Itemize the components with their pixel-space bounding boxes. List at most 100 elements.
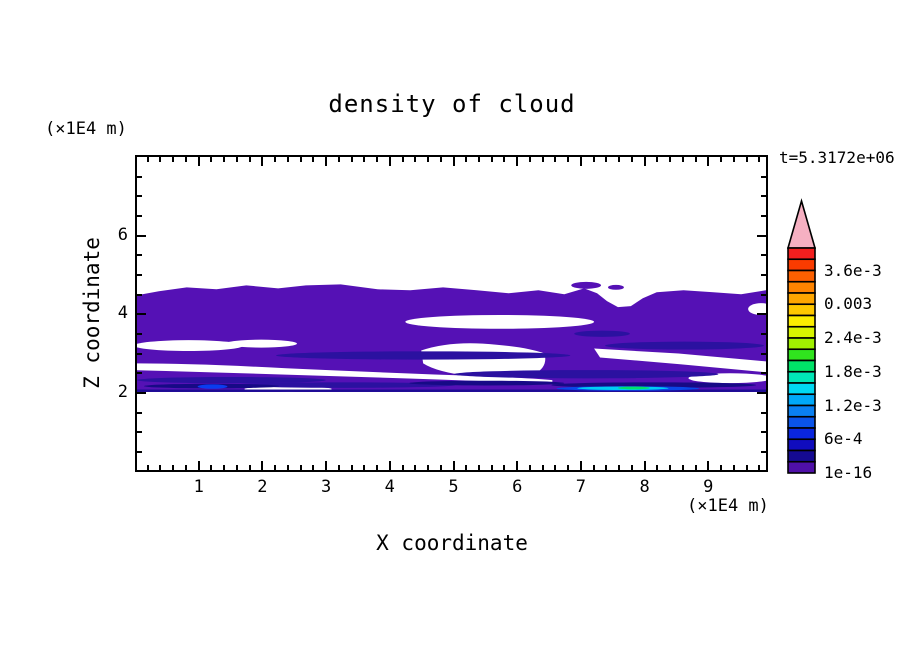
- x-major-tick: [261, 461, 264, 470]
- x-minor-tick-top: [592, 157, 595, 162]
- y-minor-tick: [137, 274, 142, 276]
- colorbar-segment: [787, 359, 816, 373]
- x-minor-tick: [172, 465, 175, 470]
- y-minor-tick-right: [761, 372, 766, 375]
- x-tick-label: 1: [193, 477, 204, 497]
- y-major-tick: [137, 234, 146, 237]
- x-minor-tick: [159, 465, 162, 470]
- x-tick-label: 4: [384, 477, 395, 497]
- x-minor-tick-top: [210, 157, 213, 162]
- y-minor-tick: [137, 352, 142, 355]
- colorbar-label: 3.6e-3: [824, 260, 882, 280]
- y-major-tick-right: [757, 234, 766, 237]
- x-minor-tick: [605, 465, 608, 470]
- x-minor-tick-top: [490, 157, 493, 162]
- x-minor-tick: [720, 465, 723, 470]
- x-minor-tick: [401, 465, 404, 470]
- x-minor-tick-top: [618, 157, 621, 162]
- x-minor-tick-top: [720, 157, 723, 162]
- x-minor-tick: [528, 465, 531, 470]
- colorbar-segment: [787, 382, 816, 396]
- colorbar-label: 2.4e-3: [824, 328, 882, 347]
- x-minor-tick-top: [528, 157, 531, 162]
- colorbar-segment: [787, 449, 816, 463]
- x-minor-tick-top: [235, 157, 238, 162]
- y-axis-unit-label: (×1E4 m): [45, 119, 127, 139]
- x-major-tick: [325, 461, 328, 470]
- colorbar-segment: [787, 393, 816, 407]
- x-minor-tick: [210, 465, 213, 470]
- colorbar-label: 6e-4: [824, 429, 863, 449]
- y-minor-tick: [137, 175, 142, 178]
- x-major-tick-top: [516, 157, 519, 166]
- y-minor-tick-right: [761, 215, 766, 218]
- x-major-tick-top: [388, 157, 391, 166]
- x-minor-tick-top: [439, 157, 442, 162]
- x-minor-tick-top: [656, 157, 659, 162]
- colorbar-segment: [787, 370, 816, 384]
- x-major-tick-top: [643, 157, 646, 166]
- contour-shape: [409, 380, 565, 386]
- x-minor-tick-top: [758, 157, 761, 162]
- x-major-tick-top: [325, 157, 328, 166]
- x-minor-tick: [376, 465, 379, 470]
- contour-shape: [571, 281, 602, 289]
- contour-shape: [225, 339, 297, 348]
- y-tick-label: 6: [117, 224, 128, 245]
- contour-shape: [137, 363, 553, 385]
- x-tick-label: 6: [512, 477, 523, 497]
- x-minor-tick: [490, 465, 493, 470]
- x-minor-tick: [567, 465, 570, 470]
- x-minor-tick: [146, 465, 149, 470]
- x-minor-tick: [554, 465, 557, 470]
- colorbar-segment: [787, 314, 816, 328]
- x-tick-label: 5: [448, 477, 459, 497]
- x-minor-tick: [248, 465, 251, 470]
- y-minor-tick-right: [761, 195, 766, 198]
- x-minor-tick-top: [694, 157, 697, 162]
- x-minor-tick: [465, 465, 468, 470]
- x-minor-tick-top: [274, 157, 277, 162]
- x-minor-tick-top: [414, 157, 417, 162]
- x-minor-tick-top: [732, 157, 735, 162]
- colorbar-label: 1.2e-3: [824, 395, 882, 415]
- x-major-tick-top: [197, 157, 200, 166]
- y-minor-tick: [137, 332, 142, 335]
- contour-shape: [608, 284, 624, 290]
- x-minor-tick-top: [745, 157, 748, 162]
- y-tick-label: 4: [117, 303, 128, 324]
- x-axis-unit-label: (×1E4 m): [687, 496, 769, 516]
- x-minor-tick: [312, 465, 315, 470]
- colorbar-overflow-arrow: [786, 198, 817, 249]
- x-minor-tick: [541, 465, 544, 470]
- x-minor-tick: [477, 465, 480, 470]
- y-minor-tick: [137, 450, 142, 453]
- x-minor-tick-top: [299, 157, 302, 162]
- contour-shape: [137, 389, 766, 392]
- colorbar-segment: [787, 438, 816, 452]
- contour-shape: [605, 341, 765, 350]
- colorbar-segment: [787, 427, 816, 441]
- contour-shape: [594, 348, 766, 373]
- y-minor-tick-right: [761, 352, 766, 355]
- x-major-tick: [707, 461, 710, 470]
- x-minor-tick-top: [503, 157, 506, 162]
- x-minor-tick: [286, 465, 289, 470]
- x-minor-tick: [681, 465, 684, 470]
- x-minor-tick-top: [605, 157, 608, 162]
- x-minor-tick: [592, 465, 595, 470]
- x-minor-tick: [414, 465, 417, 470]
- y-major-tick-right: [757, 391, 766, 394]
- x-minor-tick: [630, 465, 633, 470]
- colorbar: [786, 198, 817, 474]
- x-minor-tick-top: [337, 157, 340, 162]
- x-axis-title: X coordinate: [376, 531, 528, 555]
- x-minor-tick: [337, 465, 340, 470]
- colorbar-segment: [787, 303, 816, 317]
- y-minor-tick-right: [761, 274, 766, 276]
- colorbar-segment: [787, 415, 816, 429]
- x-tick-label: 8: [639, 477, 650, 497]
- x-minor-tick: [732, 465, 735, 470]
- x-minor-tick-top: [159, 157, 162, 162]
